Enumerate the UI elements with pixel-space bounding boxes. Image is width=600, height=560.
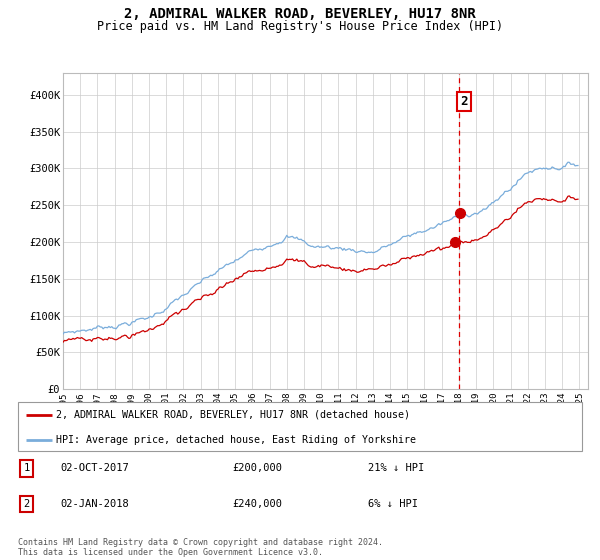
Text: 02-JAN-2018: 02-JAN-2018 — [60, 499, 129, 509]
Text: £200,000: £200,000 — [232, 464, 283, 473]
Text: HPI: Average price, detached house, East Riding of Yorkshire: HPI: Average price, detached house, East… — [56, 435, 416, 445]
Text: Price paid vs. HM Land Registry's House Price Index (HPI): Price paid vs. HM Land Registry's House … — [97, 20, 503, 32]
Text: 1: 1 — [23, 464, 29, 473]
Text: 21% ↓ HPI: 21% ↓ HPI — [368, 464, 424, 473]
Text: £240,000: £240,000 — [232, 499, 283, 509]
Text: 2: 2 — [461, 95, 468, 108]
Text: Contains HM Land Registry data © Crown copyright and database right 2024.
This d: Contains HM Land Registry data © Crown c… — [18, 538, 383, 557]
Text: 2: 2 — [23, 499, 29, 509]
Text: 02-OCT-2017: 02-OCT-2017 — [60, 464, 129, 473]
Text: 2, ADMIRAL WALKER ROAD, BEVERLEY, HU17 8NR (detached house): 2, ADMIRAL WALKER ROAD, BEVERLEY, HU17 8… — [56, 410, 410, 420]
Text: 6% ↓ HPI: 6% ↓ HPI — [368, 499, 418, 509]
Text: 2, ADMIRAL WALKER ROAD, BEVERLEY, HU17 8NR: 2, ADMIRAL WALKER ROAD, BEVERLEY, HU17 8… — [124, 7, 476, 21]
